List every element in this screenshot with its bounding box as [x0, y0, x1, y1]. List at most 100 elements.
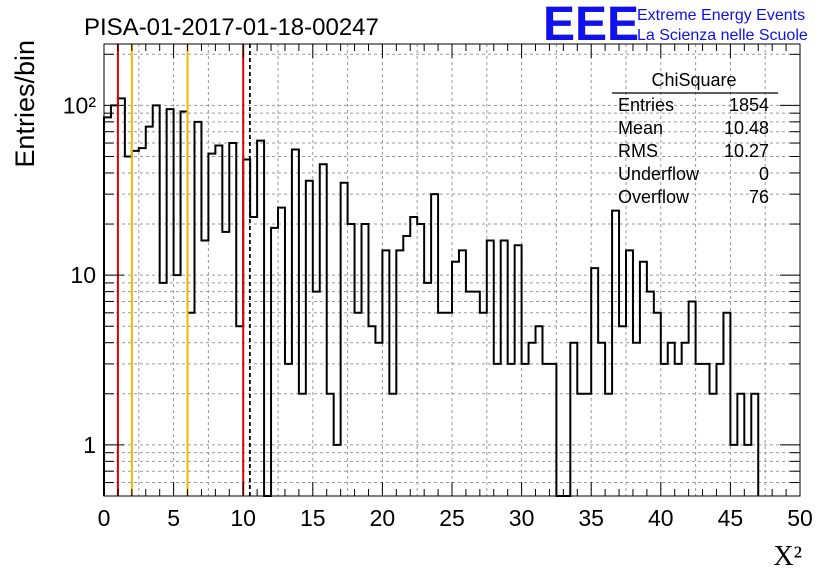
histogram-bin [529, 343, 536, 496]
histogram-bin [675, 364, 682, 496]
histogram-bin [668, 343, 675, 496]
histogram-bin [306, 181, 313, 496]
histogram-bin [208, 154, 215, 496]
histogram-bin [327, 394, 334, 496]
histogram-bin [654, 313, 661, 496]
histogram-bin [215, 146, 222, 496]
stats-row-label: Entries [618, 95, 674, 115]
histogram-bin [522, 364, 529, 496]
logo-line-1: Extreme Energy Events [637, 7, 805, 24]
histogram-bin [403, 236, 410, 496]
y-ticks: 1 10 10² [63, 53, 800, 497]
histogram-bin [570, 343, 577, 496]
histogram-bin [626, 250, 633, 496]
histogram-bin [194, 122, 201, 496]
histogram-bin [201, 241, 208, 496]
histogram-bin [299, 394, 306, 496]
histogram [103, 97, 760, 497]
histogram-bin [424, 283, 431, 496]
histogram-bin [167, 109, 174, 496]
histogram-bin [285, 364, 292, 496]
histogram-bin [111, 105, 118, 496]
histogram-bin [153, 105, 160, 496]
y-tick-label: 1 [83, 432, 96, 458]
histogram-bin [348, 224, 355, 496]
histogram-bin [278, 208, 285, 496]
histogram-bin [542, 364, 549, 496]
x-tick-label: 30 [509, 505, 535, 531]
histogram-bin [139, 148, 146, 496]
histogram-bin [612, 211, 619, 496]
y-tick-label: 10² [63, 92, 97, 118]
histogram-bin [222, 232, 229, 496]
histogram-bin [188, 313, 195, 496]
histogram-bin [313, 292, 320, 496]
histogram-bin [696, 364, 703, 496]
histogram-bin [633, 343, 640, 496]
stats-row-value: 76 [749, 187, 769, 207]
histogram-bin [410, 217, 417, 496]
histogram-bin [160, 283, 167, 496]
stats-box: ChiSquare Entries 1854 Mean 10.48 RMS 10.27 Un… [612, 70, 778, 207]
histogram-bin [751, 394, 758, 496]
stats-row-label: Mean [618, 118, 663, 138]
stats-row-value: 10.27 [724, 141, 769, 161]
x-tick-label: 0 [98, 505, 111, 531]
histogram-bin [480, 313, 487, 496]
histogram-bin [466, 292, 473, 496]
x-tick-label: 20 [370, 505, 396, 531]
histogram-bin [703, 364, 710, 496]
histogram-bin [584, 394, 591, 496]
histogram-bin [292, 149, 299, 496]
histogram-bin [181, 112, 188, 496]
histogram-bin [619, 326, 626, 496]
histogram-outline [103, 97, 760, 497]
histogram-bin [341, 183, 348, 496]
x-tick-label: 25 [439, 505, 465, 531]
histogram-bin [375, 343, 382, 496]
chart-title: PISA-01-2017-01-18-00247 [84, 14, 379, 41]
stats-row-value: 1854 [729, 95, 769, 115]
reference-lines [116, 44, 251, 496]
histogram-bin [355, 313, 362, 496]
histogram-bin [536, 326, 543, 496]
histogram-bin [737, 394, 744, 496]
stats-row-label: Overflow [618, 187, 690, 207]
histogram-bin [271, 228, 278, 496]
histogram-bin [229, 143, 236, 496]
histogram-bin [431, 194, 438, 496]
x-axis-label: X² [773, 541, 802, 572]
histogram-bin [577, 394, 584, 496]
y-axis-label: Entries/bin [10, 40, 40, 168]
histogram-bin [132, 151, 139, 496]
histogram-bin [515, 245, 522, 496]
histogram-bin [250, 217, 257, 496]
stats-row-value: 10.48 [724, 118, 769, 138]
histogram-bin [382, 250, 389, 496]
histogram-bin [730, 445, 737, 496]
histogram-bin [459, 250, 466, 496]
histogram-bin [716, 364, 723, 496]
x-tick-label: 45 [718, 505, 744, 531]
stats-box-title: ChiSquare [651, 70, 736, 90]
histogram-bin [104, 117, 111, 496]
histogram-bin [744, 445, 751, 496]
histogram-bin [501, 241, 508, 496]
histogram-bin [445, 313, 452, 496]
histogram-bin [689, 301, 696, 496]
x-tick-label: 15 [300, 505, 326, 531]
stats-row-label: Underflow [618, 164, 700, 184]
x-tick-label: 5 [167, 505, 180, 531]
x-ticks: 0 5 10 15 20 25 30 35 40 45 50 [98, 44, 813, 531]
stats-row-label: RMS [618, 141, 658, 161]
histogram-bin [549, 364, 556, 496]
histogram-bin [118, 98, 125, 496]
x-tick-label: 35 [578, 505, 604, 531]
histogram-bin [125, 157, 132, 496]
histogram-bin [682, 343, 689, 496]
histogram-bin [452, 262, 459, 496]
histogram-bin [320, 164, 327, 496]
histogram-bin [396, 250, 403, 496]
x-tick-label: 10 [230, 505, 256, 531]
